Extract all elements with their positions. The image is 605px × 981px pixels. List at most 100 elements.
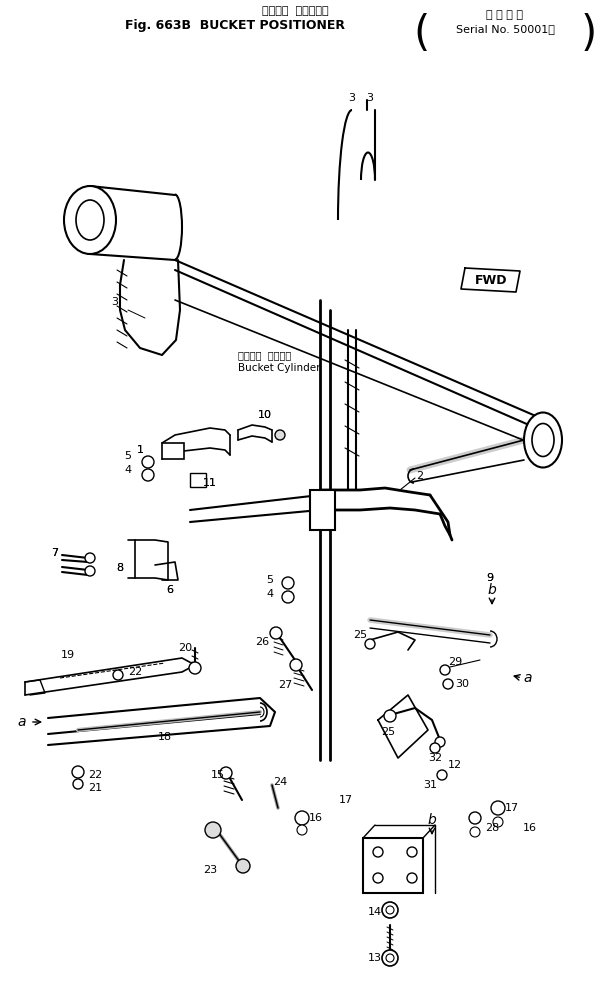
Text: 25: 25 <box>353 630 367 640</box>
Text: 17: 17 <box>505 803 519 813</box>
Circle shape <box>407 873 417 883</box>
Circle shape <box>373 847 383 857</box>
Text: 8: 8 <box>116 563 123 573</box>
Circle shape <box>440 665 450 675</box>
Bar <box>162 443 184 459</box>
Circle shape <box>382 950 398 966</box>
Circle shape <box>73 779 83 789</box>
Text: 25: 25 <box>381 727 395 737</box>
Text: 4: 4 <box>266 589 273 599</box>
Text: バケット  シリンダ: バケット シリンダ <box>238 350 291 360</box>
Ellipse shape <box>76 200 104 240</box>
Circle shape <box>469 812 481 824</box>
Text: 22: 22 <box>88 770 102 780</box>
Text: 9: 9 <box>486 573 494 583</box>
Circle shape <box>386 906 394 914</box>
Text: 13: 13 <box>368 953 382 963</box>
Text: 5: 5 <box>266 575 273 585</box>
Circle shape <box>72 766 84 778</box>
Text: 10: 10 <box>258 410 272 420</box>
Text: 31: 31 <box>423 780 437 790</box>
Text: 5: 5 <box>125 451 131 461</box>
Text: 8: 8 <box>116 563 123 573</box>
Circle shape <box>365 639 375 649</box>
Circle shape <box>142 469 154 481</box>
Ellipse shape <box>64 186 116 254</box>
Circle shape <box>189 662 201 674</box>
Text: 11: 11 <box>203 478 217 488</box>
Circle shape <box>297 825 307 835</box>
Text: Bucket Cylinder: Bucket Cylinder <box>238 363 321 373</box>
Circle shape <box>382 902 398 918</box>
Circle shape <box>282 591 294 603</box>
Text: 20: 20 <box>178 643 192 653</box>
Text: 22: 22 <box>128 667 142 677</box>
Bar <box>363 838 423 893</box>
Circle shape <box>373 873 383 883</box>
Text: 4: 4 <box>125 465 131 475</box>
Text: 14: 14 <box>368 907 382 917</box>
Text: b: b <box>488 583 496 597</box>
Text: 6: 6 <box>166 585 174 595</box>
Circle shape <box>435 737 445 747</box>
Circle shape <box>470 827 480 837</box>
Text: 6: 6 <box>166 585 174 595</box>
Text: 3: 3 <box>348 93 356 103</box>
Circle shape <box>282 577 294 589</box>
Text: バケット  ポジショナ: バケット ポジショナ <box>262 6 329 16</box>
Ellipse shape <box>524 412 562 468</box>
Text: Fig. 663B  BUCKET POSITIONER: Fig. 663B BUCKET POSITIONER <box>125 20 345 32</box>
Text: a: a <box>524 671 532 685</box>
Text: 11: 11 <box>203 478 217 488</box>
Text: 12: 12 <box>448 760 462 770</box>
Text: 15: 15 <box>211 770 225 780</box>
Text: Serial No. 50001～: Serial No. 50001～ <box>456 24 554 34</box>
Circle shape <box>443 679 453 689</box>
Text: a: a <box>18 715 26 729</box>
Text: 3: 3 <box>111 297 119 307</box>
Text: b: b <box>428 813 436 827</box>
Text: 1: 1 <box>137 445 143 455</box>
Circle shape <box>85 553 95 563</box>
Text: 7: 7 <box>51 548 59 558</box>
Circle shape <box>407 847 417 857</box>
Text: 18: 18 <box>158 732 172 742</box>
Circle shape <box>386 954 394 962</box>
Text: 10: 10 <box>258 410 272 420</box>
Bar <box>310 490 335 530</box>
Text: 9: 9 <box>486 573 494 583</box>
Text: 1: 1 <box>137 445 143 455</box>
Circle shape <box>142 456 154 468</box>
Circle shape <box>430 743 440 753</box>
Text: 3: 3 <box>367 93 373 103</box>
Circle shape <box>437 770 447 780</box>
Text: 2: 2 <box>416 471 423 481</box>
Circle shape <box>220 767 232 779</box>
Circle shape <box>270 627 282 639</box>
Text: 23: 23 <box>203 865 217 875</box>
Circle shape <box>113 670 123 680</box>
Text: 28: 28 <box>485 823 499 833</box>
Text: 26: 26 <box>255 637 269 647</box>
Text: 16: 16 <box>523 823 537 833</box>
Text: 27: 27 <box>278 680 292 690</box>
Text: 24: 24 <box>273 777 287 787</box>
Text: 7: 7 <box>51 548 59 558</box>
Text: FWD: FWD <box>475 274 507 286</box>
Text: 16: 16 <box>309 813 323 823</box>
Circle shape <box>384 710 396 722</box>
Ellipse shape <box>532 424 554 456</box>
Circle shape <box>290 659 302 671</box>
Text: ): ) <box>581 13 597 55</box>
Circle shape <box>275 430 285 440</box>
Text: 30: 30 <box>455 679 469 689</box>
Text: 21: 21 <box>88 783 102 793</box>
Text: 19: 19 <box>61 650 75 660</box>
Circle shape <box>491 801 505 815</box>
Circle shape <box>85 566 95 576</box>
Circle shape <box>205 822 221 838</box>
Circle shape <box>493 817 503 827</box>
Circle shape <box>295 811 309 825</box>
Text: 32: 32 <box>428 753 442 763</box>
Text: 29: 29 <box>448 657 462 667</box>
